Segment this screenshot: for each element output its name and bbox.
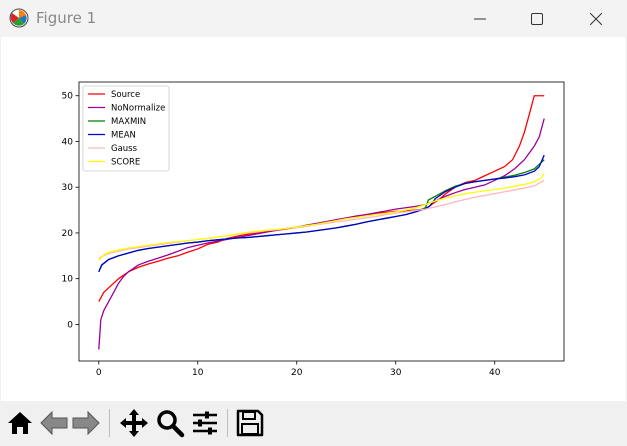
close-icon [590, 12, 602, 25]
legend-label: MEAN [111, 131, 136, 141]
pan-button[interactable] [118, 407, 150, 439]
window-title: Figure 1 [36, 9, 97, 27]
x-tick-label: 40 [489, 368, 501, 378]
save-icon [236, 409, 264, 437]
save-button[interactable] [234, 407, 266, 439]
y-tick-label: 10 [62, 275, 74, 285]
x-tick-label: 20 [291, 368, 303, 378]
matplotlib-icon [9, 8, 29, 28]
back-icon [40, 410, 68, 436]
series-line-score [98, 173, 545, 261]
pan-icon [120, 409, 148, 437]
series-line-mean [98, 154, 545, 273]
navigation-toolbar [0, 401, 627, 446]
y-tick-label: 0 [67, 320, 73, 330]
series-line-gauss [98, 179, 545, 259]
series-lines [98, 95, 545, 350]
forward-icon [72, 410, 100, 436]
subplots-icon [193, 411, 217, 435]
axis-ticks: 0 10 20 30 40 0 10 20 30 40 50 [62, 92, 501, 378]
x-tick-label: 10 [192, 368, 204, 378]
toolbar-separator [227, 409, 228, 437]
y-tick-label: 40 [62, 137, 74, 147]
close-button[interactable] [573, 0, 619, 37]
line-chart: 0 10 20 30 40 0 10 20 30 40 50 Source NoNormalize MA… [62, 81, 565, 378]
maximize-button[interactable] [514, 0, 560, 37]
minimize-button[interactable] [457, 0, 503, 37]
title-bar: Figure 1 [0, 0, 627, 37]
zoom-button[interactable] [154, 407, 186, 439]
toolbar-separator [109, 409, 110, 437]
maximize-icon [531, 12, 543, 25]
legend-label: SCORE [111, 158, 140, 168]
y-tick-label: 50 [62, 92, 74, 102]
legend-label: Gauss [111, 144, 138, 154]
legend-label: NoNormalize [111, 104, 165, 114]
x-tick-label: 0 [96, 368, 102, 378]
legend: Source NoNormalize MAXMIN MEAN Gauss SCORE [82, 85, 170, 172]
home-button[interactable] [4, 407, 36, 439]
x-tick-label: 30 [390, 368, 402, 378]
forward-button[interactable] [70, 407, 102, 439]
minimize-icon [474, 18, 486, 19]
y-tick-label: 20 [62, 229, 74, 239]
subplots-button[interactable] [189, 407, 221, 439]
home-icon [8, 412, 32, 434]
back-button[interactable] [38, 407, 70, 439]
zoom-icon [157, 410, 185, 438]
figure-canvas[interactable]: 0 10 20 30 40 0 10 20 30 40 50 Source NoNormalize MA… [1, 37, 626, 401]
y-tick-label: 30 [62, 183, 74, 193]
legend-label: MAXMIN [111, 117, 146, 127]
legend-label: Source [111, 90, 140, 100]
